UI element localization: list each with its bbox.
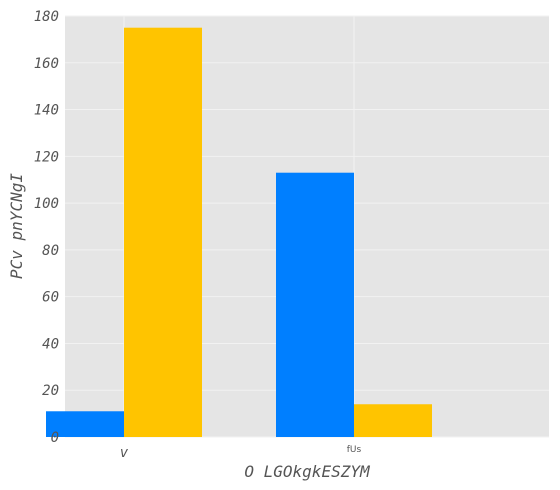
y-tick-label: 160: [34, 56, 59, 72]
y-tick-label: 60: [42, 290, 59, 306]
y-axis-ticks: 0 20 40 60 80 100 120 140 160 180: [34, 9, 59, 446]
y-tick-label: 140: [34, 103, 59, 119]
bar-series2-v: [124, 27, 202, 437]
y-tick-label: 100: [34, 196, 59, 212]
bar-series1-v: [46, 411, 124, 437]
y-tick-label: 40: [42, 336, 59, 352]
x-tick-label: fUs: [347, 445, 362, 455]
bar-series1-fUs: [276, 172, 354, 437]
y-tick-label: 120: [34, 149, 59, 165]
bars: [46, 27, 432, 437]
bar-series2-fUs: [354, 404, 432, 437]
y-axis-label: PCv pnYCNgI: [7, 173, 26, 279]
y-tick-label: 20: [42, 383, 59, 399]
x-tick-label: v: [120, 445, 129, 461]
x-axis-label: O LGOkgkESZYM: [244, 462, 371, 481]
x-axis-ticks: v fUs: [120, 445, 362, 461]
y-tick-label: 80: [42, 243, 59, 259]
y-tick-label: 180: [34, 9, 59, 25]
y-tick-label: 0: [51, 430, 59, 446]
